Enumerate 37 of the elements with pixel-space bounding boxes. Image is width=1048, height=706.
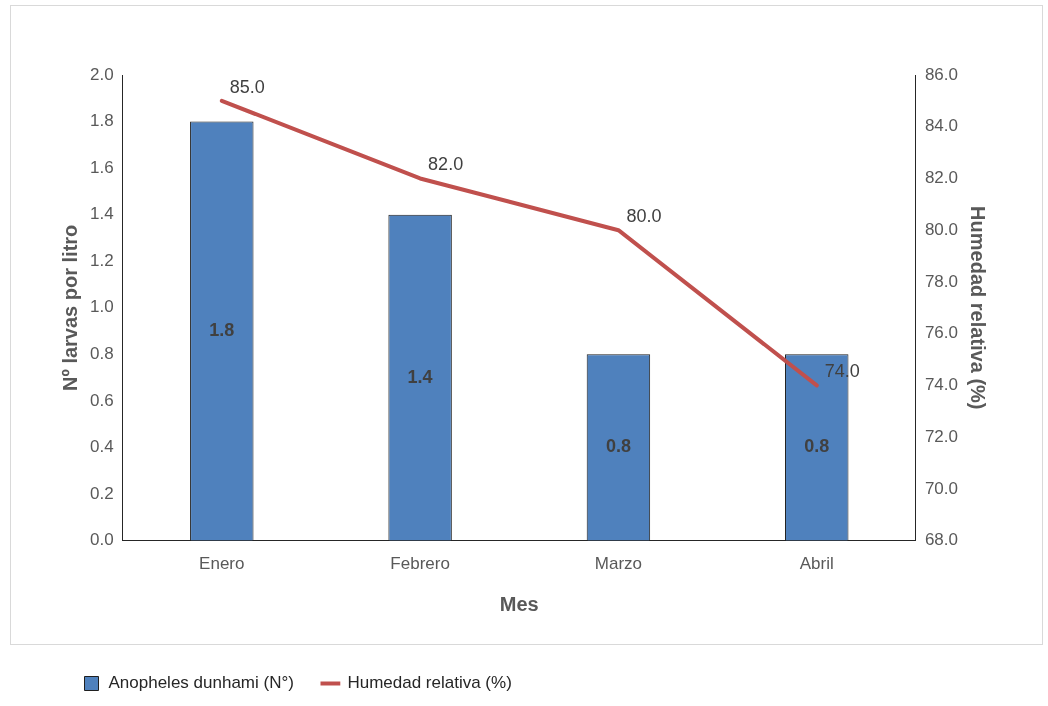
y2-tick-label: 74.0 (924, 375, 959, 395)
data-label: 80.0 (626, 206, 662, 227)
y-tick-label: 2.0 (89, 64, 114, 84)
data-label: 1.4 (407, 366, 433, 387)
y2-tick-label: 70.0 (924, 478, 959, 498)
y2-tick-label: 76.0 (924, 323, 959, 343)
y-tick-label: 1.8 (89, 111, 114, 131)
y2-tick-label: 84.0 (924, 116, 959, 136)
legend-label: Humedad relativa (%) (347, 673, 512, 693)
y-tick-label: 0.8 (89, 344, 114, 364)
y-axis-title: Nº larvas por litro (58, 224, 81, 391)
data-label: 1.8 (209, 320, 235, 341)
y-tick-label: 0.6 (89, 390, 114, 410)
x-axis-title: Mes (499, 592, 539, 615)
y2-tick-label: 82.0 (924, 168, 959, 188)
y2-tick-label: 78.0 (924, 271, 959, 291)
data-label: 0.8 (804, 436, 830, 457)
y2-axis-title: Humedad relativa (%) (967, 206, 990, 410)
y-tick-label: 0.2 (89, 483, 114, 503)
y2-tick-label: 68.0 (924, 530, 959, 550)
x-tick-label: Febrero (390, 554, 450, 574)
y2-tick-label: 80.0 (924, 219, 959, 239)
y2-tick-label: 86.0 (924, 64, 959, 84)
y-tick-label: 1.6 (89, 157, 114, 177)
x-tick-label: Marzo (594, 554, 643, 574)
y-tick-label: 1.0 (89, 297, 114, 317)
y-tick-label: 0.0 (89, 530, 114, 550)
y-tick-label: 0.4 (89, 437, 114, 457)
data-label: 85.0 (229, 76, 265, 97)
x-tick-label: Enero (199, 554, 245, 574)
x-tick-label: Abril (799, 554, 834, 574)
legend-label: Anopheles dunhami (N°) (108, 673, 294, 693)
y-tick-label: 1.4 (89, 204, 114, 224)
y-tick-label: 1.2 (89, 250, 114, 270)
data-label: 82.0 (428, 154, 464, 175)
y2-tick-label: 72.0 (924, 426, 959, 446)
data-label: 0.8 (605, 436, 631, 457)
